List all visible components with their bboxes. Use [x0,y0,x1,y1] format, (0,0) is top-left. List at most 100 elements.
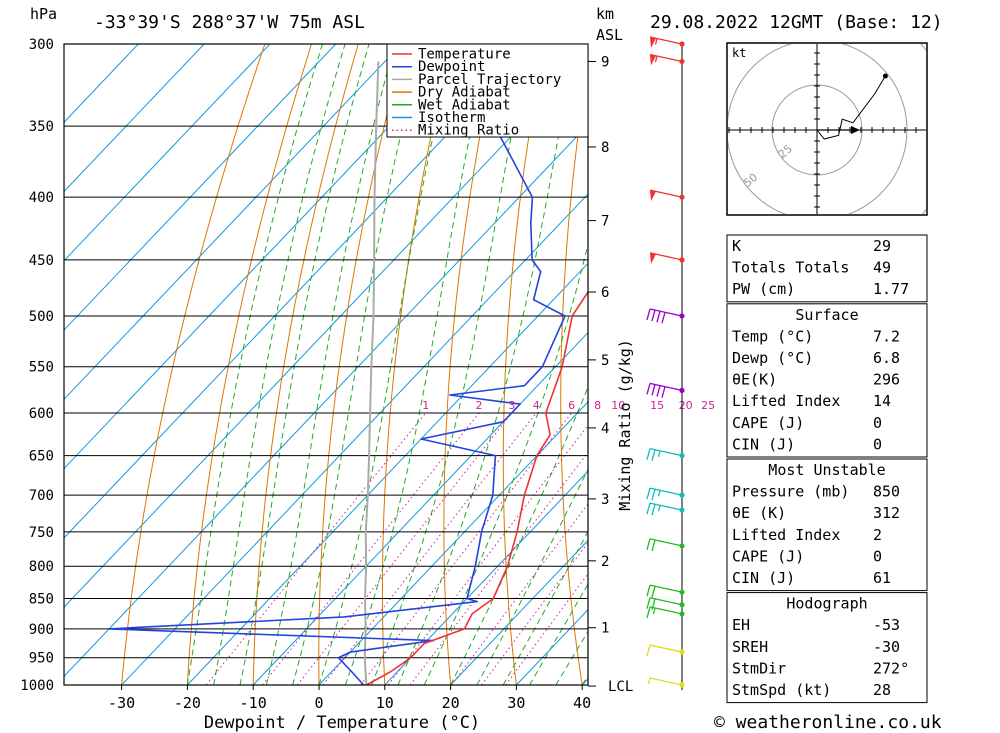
wind-dot [679,41,685,47]
mixing-ratio-line [409,451,588,685]
wind-barb-flag [646,448,651,460]
wind-barb-flag [646,538,651,551]
pressure-tick-label: 650 [29,449,54,465]
wind-dot [679,313,685,319]
wind-barb [649,644,683,653]
wind-barb [649,382,683,392]
wind-barb [649,606,683,615]
hodograph-end-dot [882,73,888,79]
wind-barb-flag [656,310,661,323]
section-title: Most Unstable [768,461,885,479]
isotherm-line [450,539,588,685]
temperature-line [366,290,588,685]
isotherm-line [64,44,271,262]
index-label: CAPE (J) [732,547,804,565]
mixing-ratio-label: 15 [650,399,664,412]
pressure-tick-label: 1000 [20,678,54,694]
wind-barb-flag [646,383,651,395]
table-section [726,458,928,592]
wind-barb-flag [651,586,656,598]
wind-barb [649,502,683,511]
wet-adiabat-line [292,44,424,685]
height-tick-label: 5 [601,353,609,369]
isotherm-line [64,44,139,123]
parcel-trajectory-line [363,61,380,685]
wind-barb-flag [661,312,666,324]
wind-pennant [650,252,656,264]
wind-pennant [650,37,656,48]
wind-barb-half [647,677,651,685]
dry-adiabat-line [443,44,499,685]
section-title: Surface [795,306,858,324]
pressure-tick-label: 550 [29,360,54,376]
wind-dot [679,589,685,595]
height-tick-label: 4 [601,421,609,437]
index-label: Totals Totals [732,259,849,277]
x-tick-label: 10 [376,694,394,712]
height-tick-label: 3 [601,492,609,508]
legend-entry: Mixing Ratio [418,123,519,139]
wind-barb-flag [651,539,656,552]
pressure-tick-label: 700 [29,488,54,504]
wind-barb-flag [651,449,656,461]
index-value: 14 [873,392,891,410]
isotherm-line [64,44,337,331]
wind-dot [679,453,685,459]
wind-dot [679,387,685,393]
index-value: 0 [873,414,882,432]
index-value: 6.8 [873,349,900,367]
pressure-tick-label: 750 [29,525,54,541]
legend-entry: Wet Adiabat [418,97,511,113]
index-label: Temp (°C) [732,327,813,345]
pressure-tick-label: 900 [29,622,54,638]
wind-profile [646,36,685,690]
mixing-ratio-label: 6 [568,399,575,412]
wind-barb-flag [646,644,651,657]
wind-barb-flag [661,386,666,398]
wind-barb-flag [646,606,651,619]
pressure-tick-label: 850 [29,591,54,607]
index-label: Lifted Index [732,392,840,410]
datetime-title: 29.08.2022 12GMT (Base: 12) [650,12,943,33]
wind-barb-flag [656,385,661,397]
x-axis-label: Dewpoint / Temperature (°C) [204,713,480,733]
x-tick-label: -10 [240,694,267,712]
height-tick-label: 1 [601,621,609,637]
dry-adiabat-line [186,44,312,685]
mixing-ratio-line [481,541,588,685]
wind-dot [679,611,685,617]
dry-adiabat-line [918,44,1000,685]
wind-barb-flag [651,489,656,501]
height-tick-label: 9 [601,54,609,70]
height-tick-label: 8 [601,140,609,156]
wind-dot [679,543,685,549]
wind-barb [649,448,683,457]
index-value: 850 [873,483,900,501]
table-section [726,234,928,303]
dry-adiabat-line [560,62,588,685]
pressure-tick-label: 800 [29,559,54,575]
wind-dot [679,194,685,200]
wet-adiabat-line [476,468,588,685]
wind-barb [649,487,683,496]
height-unit-label-2: ASL [596,26,623,44]
mixing-ratio-line [322,412,537,685]
temperature-axis: -30 -20 -10 0 10 20 30 40 [108,685,591,712]
index-value: 28 [873,681,891,699]
index-value: 2 [873,526,882,544]
storm-motion-arrow [851,126,860,134]
height-tick-label: 6 [601,285,609,301]
dry-adiabat-line [502,44,546,685]
isotherm-line [64,124,588,678]
wind-barb [649,597,683,606]
mixing-ratio-line [360,412,572,685]
hodograph-trace [816,75,886,140]
wind-barb-flag [646,308,651,321]
dewpoint-line [108,44,574,685]
index-value: -30 [873,638,900,656]
x-tick-label: 0 [314,694,323,712]
isotherm-line [64,44,402,401]
x-tick-label: 40 [573,694,591,712]
index-value: 29 [873,237,891,255]
index-value: 7.2 [873,327,900,345]
